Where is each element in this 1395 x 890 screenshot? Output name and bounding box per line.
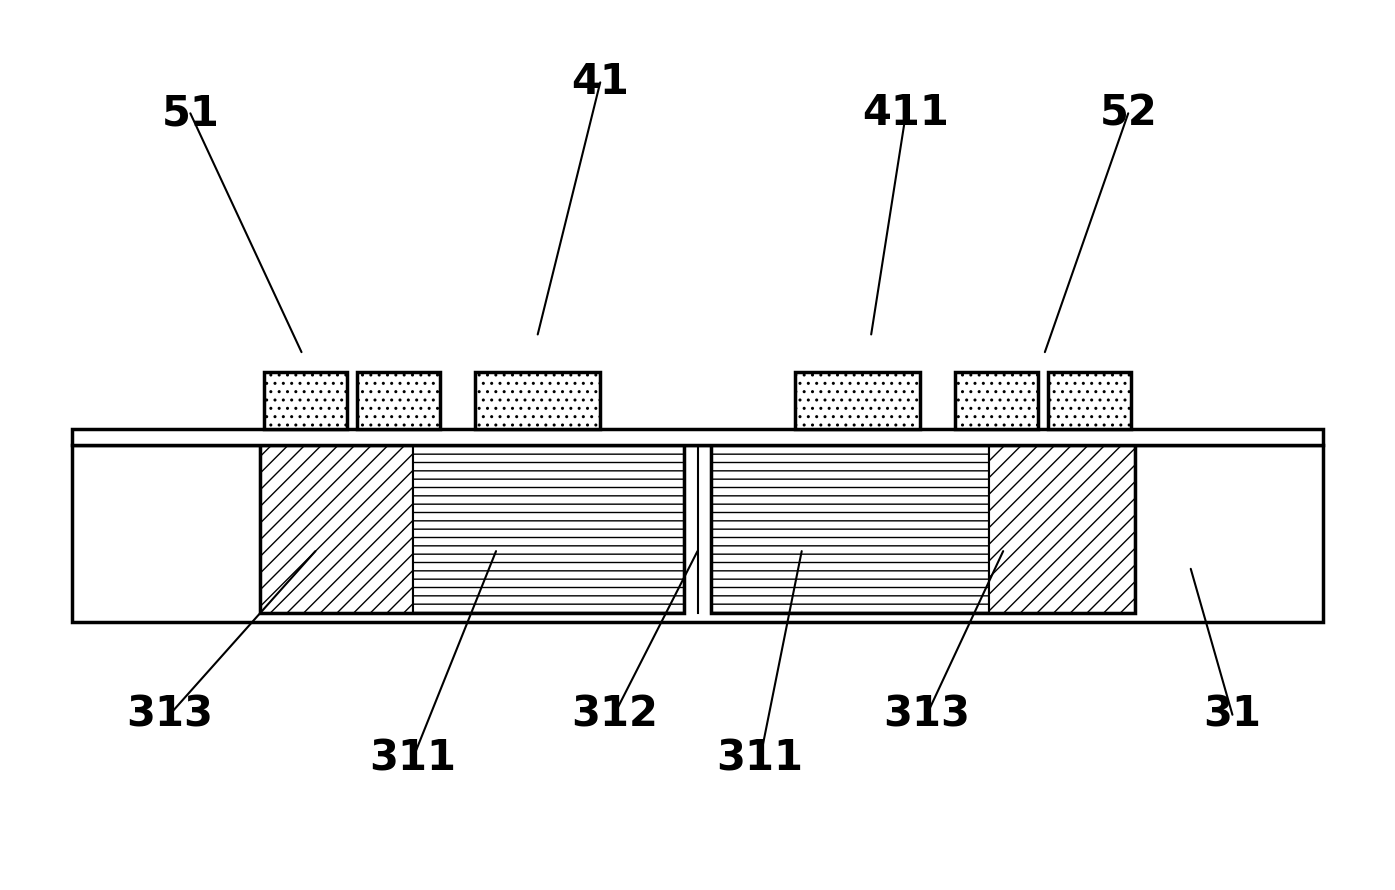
Bar <box>989 445 1136 613</box>
Text: 313: 313 <box>126 694 213 736</box>
Bar <box>357 372 441 429</box>
Bar <box>954 372 1038 429</box>
Bar <box>711 445 989 613</box>
Bar <box>1048 372 1131 429</box>
Text: 411: 411 <box>862 93 950 134</box>
Text: 311: 311 <box>717 738 804 780</box>
Bar <box>259 445 413 613</box>
Bar <box>73 429 1322 445</box>
Text: 312: 312 <box>571 694 657 736</box>
Bar <box>795 372 919 429</box>
Text: 31: 31 <box>1204 694 1261 736</box>
Bar <box>259 445 684 613</box>
Text: 52: 52 <box>1099 93 1156 134</box>
Text: 311: 311 <box>370 738 456 780</box>
Bar <box>264 372 347 429</box>
Text: 51: 51 <box>162 93 219 134</box>
Text: 313: 313 <box>883 694 971 736</box>
Bar <box>413 445 684 613</box>
Bar <box>711 445 1136 613</box>
Text: 41: 41 <box>572 61 629 103</box>
Bar <box>476 372 600 429</box>
Bar <box>73 445 1322 622</box>
